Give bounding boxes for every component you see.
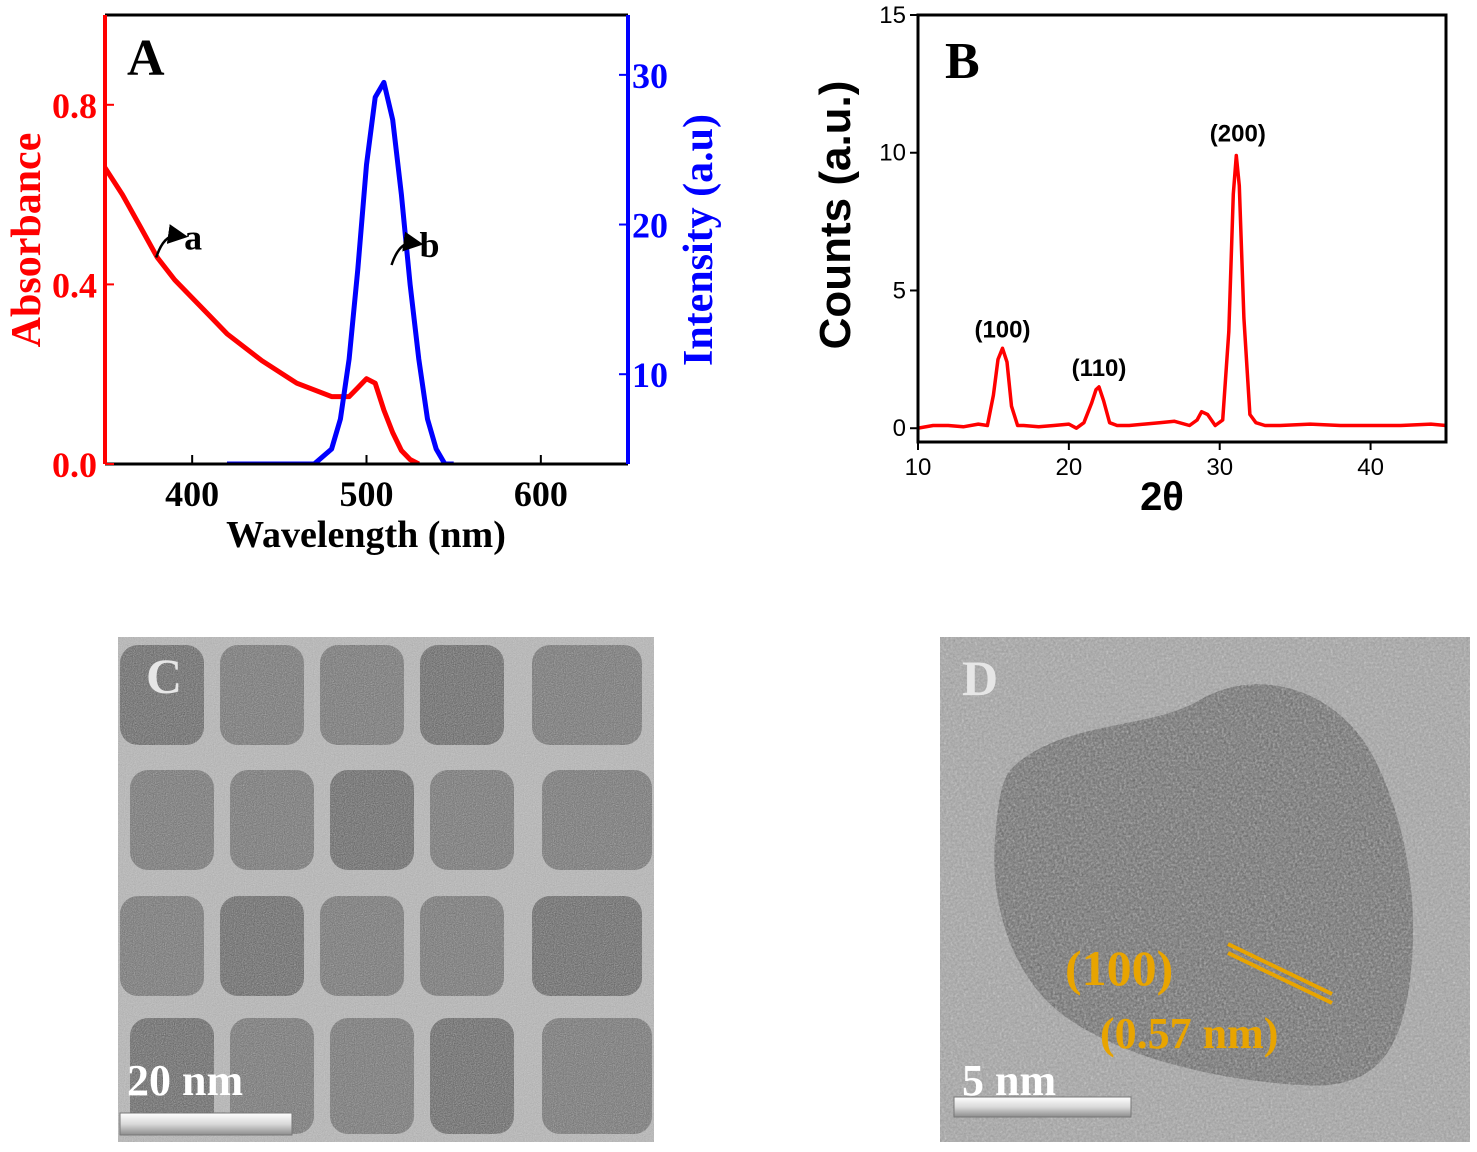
- panel-b-x-tick-label: 10: [905, 454, 932, 481]
- panel-a-series-b: [227, 79, 454, 464]
- panel-a-label: A: [127, 30, 165, 87]
- panel-b-y-axis-title: Counts (a.u.): [811, 81, 860, 350]
- panel-a-series-a: [105, 166, 420, 464]
- panel-b: 10 20 30 40 0 5 10 15 (100) (110) (200) B 2θ Count…: [811, 2, 1448, 519]
- panel-c-scale-bar: [119, 1112, 293, 1136]
- panel-b-x-axis-title: 2θ: [1140, 475, 1184, 519]
- panel-b-peak-label: (200): [1210, 121, 1266, 148]
- panel-b-y-tick-label: 10: [879, 140, 906, 167]
- panel-a-left-tick-label: 0.4: [52, 265, 97, 305]
- panel-a-left-axis-title: Absorbance: [4, 133, 50, 348]
- panel-b-plot-area: [918, 153, 1446, 430]
- panel-b-y-tick-label: 15: [879, 2, 906, 29]
- panel-d: D (100) (0.57 nm) 5 nm: [940, 637, 1470, 1142]
- panel-c: C 20 nm: [118, 637, 654, 1142]
- panel-d-micrograph: [940, 637, 1470, 1142]
- panel-c-scale-bar-label: 20 nm: [127, 1056, 243, 1105]
- panel-a-x-tick-label: 400: [165, 474, 219, 514]
- panel-a-annotation-b: b: [420, 225, 440, 265]
- panel-a-x-tick-label: 500: [340, 474, 394, 514]
- panel-b-peak-label: (110): [1072, 355, 1127, 382]
- panel-a-annotation-arrow: [390, 231, 424, 266]
- panel-a-ticks: 400 500 600 0.0 0.4 0.8 10 20 30 a b: [52, 56, 668, 514]
- panel-b-ticks: 10 20 30 40 0 5 10 15 (100) (110) (200): [879, 2, 1384, 481]
- panel-b-x-tick-label: 40: [1357, 454, 1384, 481]
- lattice-spacing-label: (0.57 nm): [1100, 1009, 1278, 1058]
- panel-a-right-tick-label: 10: [632, 355, 668, 395]
- panel-b-peak-label: (100): [974, 316, 1030, 343]
- panel-b-x-tick-label: 30: [1206, 454, 1233, 481]
- panel-d-label: D: [962, 650, 998, 706]
- panel-c-label: C: [146, 648, 182, 704]
- panel-a-left-tick-label: 0.0: [52, 445, 97, 485]
- lattice-plane-label: (100): [1065, 940, 1173, 996]
- lattice-fringe-marker: [1227, 942, 1333, 1005]
- panel-a-plot-area: [105, 79, 454, 464]
- panel-b-y-tick-label: 5: [893, 277, 906, 304]
- panel-a-x-tick-label: 600: [514, 474, 568, 514]
- panel-a-right-axis-title: Intensity (a.u): [676, 114, 722, 366]
- panel-a: 400 500 600 0.0 0.4 0.8 10 20 30 a b A Wavelength …: [4, 13, 722, 556]
- panel-a-right-tick-label: 30: [632, 56, 668, 96]
- panel-d-scale-bar: [953, 1096, 1132, 1118]
- panel-b-x-tick-label: 20: [1056, 454, 1083, 481]
- panel-a-x-axis-title: Wavelength (nm): [226, 514, 506, 556]
- panel-c-micrograph: [118, 637, 654, 1142]
- panel-a-annotation-a: a: [184, 218, 202, 258]
- panel-a-right-tick-label: 20: [632, 206, 668, 246]
- panel-b-xrd-pattern: [918, 153, 1446, 430]
- panel-a-annotation-arrow: [154, 224, 189, 258]
- panel-b-frame: [916, 13, 1448, 444]
- panel-b-label: B: [945, 33, 980, 90]
- panel-a-left-tick-label: 0.8: [52, 86, 97, 126]
- panel-b-y-tick-label: 0: [893, 415, 906, 442]
